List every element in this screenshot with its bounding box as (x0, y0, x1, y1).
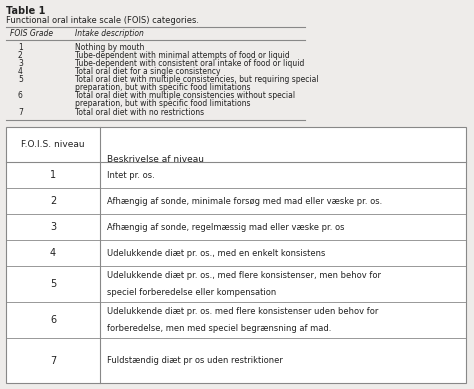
Text: F.O.I.S. niveau: F.O.I.S. niveau (21, 140, 85, 149)
Text: 7: 7 (50, 356, 56, 366)
Text: forberedelse, men med speciel begrænsning af mad.: forberedelse, men med speciel begrænsnin… (107, 324, 331, 333)
Text: Intake description: Intake description (75, 29, 144, 38)
Text: Fuldstændig diæt pr os uden restriktioner: Fuldstændig diæt pr os uden restriktione… (107, 356, 283, 365)
Text: speciel forberedelse eller kompensation: speciel forberedelse eller kompensation (107, 288, 276, 297)
Text: 3: 3 (18, 59, 23, 68)
Text: Table 1: Table 1 (6, 6, 46, 16)
Text: 2: 2 (18, 51, 23, 60)
Text: Udelukkende diæt pr. os., med en enkelt konsistens: Udelukkende diæt pr. os., med en enkelt … (107, 249, 325, 258)
Text: 7: 7 (18, 108, 23, 117)
Text: Tube-dependent with minimal attempts of food or liquid: Tube-dependent with minimal attempts of … (75, 51, 290, 60)
Text: 1: 1 (18, 43, 23, 52)
Text: 3: 3 (50, 222, 56, 232)
Text: Total oral diet with multiple consistencies without special: Total oral diet with multiple consistenc… (75, 91, 295, 100)
Text: Total oral diet for a single consistency: Total oral diet for a single consistency (75, 67, 220, 76)
Bar (6, 127, 466, 383)
Text: Beskrivelse af niveau: Beskrivelse af niveau (107, 155, 204, 164)
Text: Udelukkende diæt pr. os., med flere konsistenser, men behov for: Udelukkende diæt pr. os., med flere kons… (107, 271, 381, 280)
Text: 2: 2 (50, 196, 56, 206)
Text: Afhængig af sonde, minimale forsøg med mad eller væske pr. os.: Afhængig af sonde, minimale forsøg med m… (107, 196, 382, 205)
Text: 5: 5 (50, 279, 56, 289)
Text: 5: 5 (18, 75, 23, 84)
Text: Intet pr. os.: Intet pr. os. (107, 170, 155, 179)
Text: Total oral diet with multiple consistencies, but requiring special: Total oral diet with multiple consistenc… (75, 75, 319, 84)
Text: 6: 6 (18, 91, 23, 100)
Text: Afhængig af sonde, regelmæssig mad eller væske pr. os: Afhængig af sonde, regelmæssig mad eller… (107, 223, 345, 231)
Text: FOIS Grade: FOIS Grade (10, 29, 53, 38)
Text: preparation, but with specific food limitations: preparation, but with specific food limi… (75, 83, 250, 92)
Text: 4: 4 (18, 67, 23, 76)
Text: Functional oral intake scale (FOIS) categories.: Functional oral intake scale (FOIS) cate… (6, 16, 199, 25)
Text: Total oral diet with no restrictions: Total oral diet with no restrictions (75, 108, 204, 117)
Text: 6: 6 (50, 315, 56, 325)
Text: 1: 1 (50, 170, 56, 180)
Text: preparation, but with specific food limitations: preparation, but with specific food limi… (75, 99, 250, 108)
Text: Udelukkende diæt pr. os. med flere konsistenser uden behov for: Udelukkende diæt pr. os. med flere konsi… (107, 307, 378, 316)
Text: Tube-dependent with consistent oral intake of food or liquid: Tube-dependent with consistent oral inta… (75, 59, 304, 68)
Text: Nothing by mouth: Nothing by mouth (75, 43, 145, 52)
Text: 4: 4 (50, 248, 56, 258)
